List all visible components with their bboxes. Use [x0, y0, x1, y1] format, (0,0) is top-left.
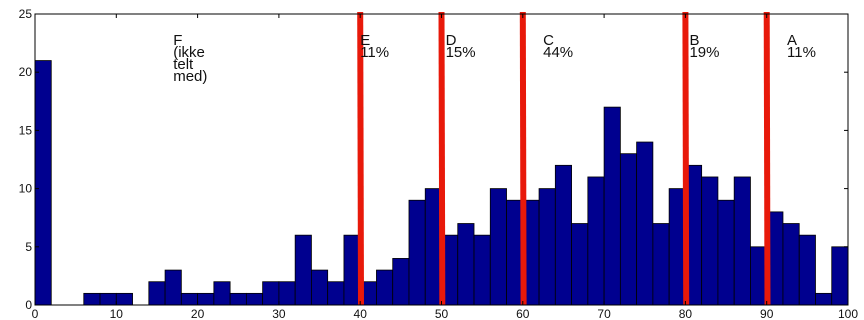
histogram-bar — [701, 176, 719, 306]
histogram-bar — [571, 223, 589, 306]
x-tick-label: 60 — [516, 307, 530, 320]
x-tick-label: 10 — [110, 307, 124, 320]
histogram-bar — [636, 141, 654, 306]
x-tick-label: 100 — [838, 307, 858, 320]
x-tick-label: 20 — [191, 307, 205, 320]
histogram-bar — [473, 234, 491, 306]
histogram-bar — [392, 258, 410, 306]
histogram-bar — [262, 281, 280, 306]
histogram-bar — [717, 199, 735, 306]
y-tick-label: 5 — [25, 240, 32, 254]
histogram-bar — [652, 223, 670, 306]
grade-annotation-text: 15% — [446, 44, 476, 61]
x-tick-label: 80 — [679, 307, 693, 320]
grade-annotation-text: 19% — [689, 44, 719, 61]
histogram-bar — [34, 60, 52, 306]
histogram-bar — [83, 292, 101, 306]
grade-threshold-line — [763, 11, 771, 306]
histogram-bar — [115, 292, 133, 306]
x-tick-label: 40 — [354, 307, 368, 320]
histogram-bar — [343, 234, 361, 306]
grade-annotation-text: E — [360, 32, 370, 49]
histogram-bar — [99, 292, 117, 306]
histogram-bar — [782, 223, 800, 306]
histogram-bars — [34, 60, 849, 306]
grade-threshold-lines — [357, 11, 771, 306]
plot-axes: 0 10 20 30 40 50 60 70 80 90 100 0 5 10 15 20 25 — [19, 7, 859, 320]
x-tick-label: 0 — [32, 307, 39, 320]
grade-annotation-text: C — [543, 32, 554, 49]
y-tick-label: 25 — [19, 7, 33, 21]
grade-annotation-text: 11% — [360, 44, 389, 61]
histogram-bar — [376, 269, 394, 306]
y-tick-label: 15 — [19, 123, 33, 137]
grade-threshold-line — [357, 11, 364, 306]
grade-threshold-line — [438, 11, 446, 306]
histogram-bar — [831, 246, 849, 306]
histogram-bar — [229, 292, 247, 306]
histogram-bar — [733, 176, 751, 306]
histogram-bar — [294, 234, 312, 306]
grade-threshold-line — [682, 11, 690, 306]
histogram-bar — [603, 106, 621, 306]
histogram-bar — [457, 223, 475, 306]
x-tick-label: 50 — [435, 307, 449, 320]
histogram-bar — [197, 292, 215, 306]
grade-annotation-text: B — [689, 32, 699, 49]
x-tick-label: 90 — [760, 307, 774, 320]
grade-annotation-text: med) — [173, 68, 207, 85]
histogram-bar — [408, 199, 426, 306]
y-tick-label: 20 — [19, 65, 33, 79]
y-tick-label: 10 — [19, 182, 33, 196]
histogram-bar — [164, 269, 182, 306]
grade-annotation-text: 44% — [543, 44, 573, 61]
grade-annotation-text: telt — [173, 56, 194, 73]
histogram-bar — [538, 188, 556, 306]
grade-annotation-text: D — [446, 32, 457, 49]
grade-annotation-text: A — [787, 32, 797, 49]
histogram-bar — [180, 292, 198, 306]
histogram-bar — [489, 188, 507, 306]
histogram-bar — [311, 269, 329, 306]
grade-annotation-text: 11% — [787, 44, 816, 61]
histogram-bar — [245, 292, 264, 306]
histogram-bar — [587, 176, 605, 306]
x-tick-label: 70 — [597, 307, 611, 320]
histogram-bar — [750, 246, 768, 306]
histogram-bar — [798, 234, 816, 306]
grade-annotation-text: F — [173, 32, 182, 49]
y-tick-label: 0 — [25, 298, 32, 312]
histogram-bar — [815, 292, 833, 306]
histogram-bar — [619, 153, 638, 306]
grade-annotation-text: (ikke — [173, 44, 205, 61]
histogram-bar — [213, 281, 231, 306]
grade-threshold-line — [519, 11, 527, 306]
histogram-bar — [554, 164, 572, 306]
histogram-bar — [148, 281, 166, 306]
histogram-bar — [278, 281, 296, 306]
x-tick-label: 30 — [272, 307, 286, 320]
histogram-bar — [327, 281, 345, 306]
